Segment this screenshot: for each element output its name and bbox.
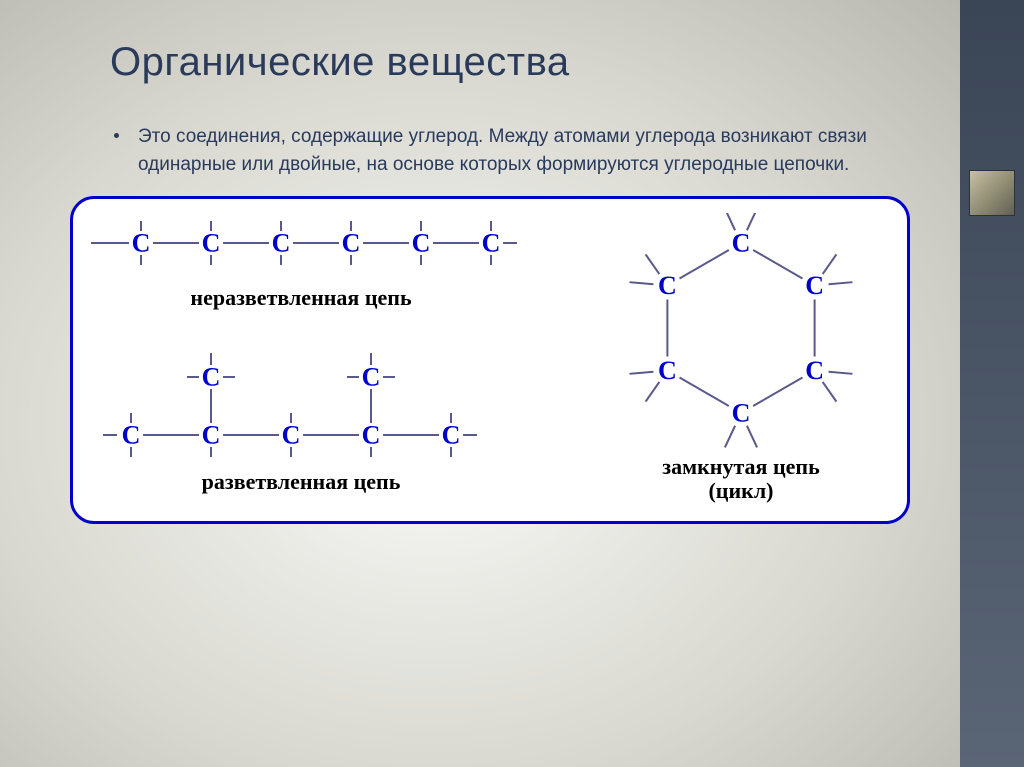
svg-text:C: C <box>132 229 151 258</box>
bullet-icon <box>114 133 119 138</box>
svg-text:C: C <box>732 229 751 258</box>
svg-text:C: C <box>442 421 461 450</box>
linear-chain-diagram: CCCCCCC <box>91 213 591 283</box>
branched-chain-diagram: CCCCCCC <box>91 337 591 467</box>
cyclic-chain-diagram: C C C C C C <box>591 213 891 453</box>
svg-text:C: C <box>362 363 381 392</box>
right-column: C C C C C C замкнутая цепь (цикл) <box>591 213 891 503</box>
svg-text:C: C <box>202 229 221 258</box>
slide-body-text: Это соединения, содержащие углерод. Межд… <box>138 123 910 178</box>
left-column: CCCCCCC неразветвленная цепь CCCCCCC раз… <box>91 213 591 495</box>
svg-text:C: C <box>805 271 824 300</box>
svg-text:C: C <box>805 356 824 385</box>
branched-chain-label: разветвленная цепь <box>91 469 511 495</box>
svg-text:C: C <box>122 421 141 450</box>
svg-text:C: C <box>658 356 677 385</box>
right-decorative-strip <box>960 0 1024 767</box>
diagram-row: CCCCCCC неразветвленная цепь CCCCCCC раз… <box>91 213 889 503</box>
svg-text:C: C <box>272 229 291 258</box>
svg-text:C: C <box>482 229 501 258</box>
svg-text:C: C <box>202 421 221 450</box>
svg-text:C: C <box>282 421 301 450</box>
svg-text:C: C <box>202 363 221 392</box>
svg-text:C: C <box>658 271 677 300</box>
slide-content: Органические вещества Это соединения, со… <box>0 0 960 554</box>
linear-chain-label: неразветвленная цепь <box>91 285 511 311</box>
svg-text:C: C <box>732 399 751 428</box>
svg-text:C: C <box>342 229 361 258</box>
diagram-container: CCCCCCC неразветвленная цепь CCCCCCC раз… <box>70 196 910 524</box>
svg-text:C: C <box>362 421 381 450</box>
cyclic-label-line2: (цикл) <box>708 478 773 503</box>
slide: Органические вещества Это соединения, со… <box>0 0 960 767</box>
slide-title: Органические вещества <box>110 40 910 85</box>
svg-text:C: C <box>412 229 431 258</box>
cyclic-chain-label: замкнутая цепь (цикл) <box>591 455 891 503</box>
cyclic-label-line1: замкнутая цепь <box>662 454 819 479</box>
body-text-content: Это соединения, содержащие углерод. Межд… <box>138 126 867 175</box>
